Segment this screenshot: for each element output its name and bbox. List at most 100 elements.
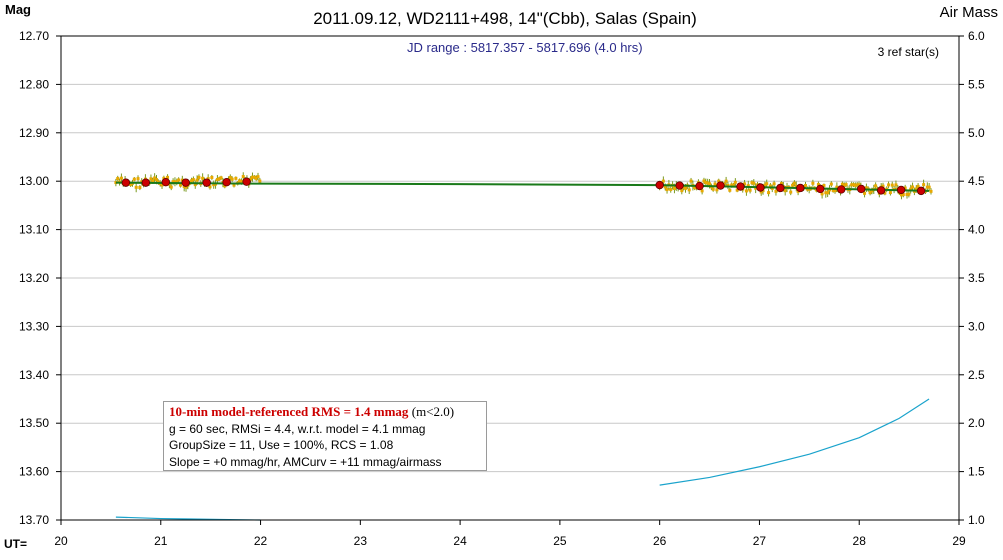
binned-point — [796, 183, 805, 193]
measurement-point — [215, 178, 219, 182]
axis-layer: 12.70 6.0 12.80 5.5 12.90 5.0 13.00 4.5 13.10 4.0… — [19, 29, 985, 548]
stats-line-3: GroupSize = 11, Use = 100%, RCS = 1.08 — [169, 438, 394, 452]
measurement-point — [232, 183, 236, 187]
measurement-point — [763, 183, 767, 187]
binned-point — [141, 178, 151, 187]
x-tick-label: 27 — [753, 534, 767, 548]
grid-layer — [61, 83, 959, 473]
measurement-point — [929, 189, 933, 193]
binned-point — [896, 185, 906, 195]
y-tick-label-left: 13.40 — [19, 368, 49, 382]
measurement-point — [735, 188, 739, 192]
binned-point — [202, 178, 211, 187]
measurement-point — [230, 177, 234, 181]
y-tick-label-left: 13.00 — [19, 174, 49, 188]
measurement-point — [791, 183, 795, 187]
measurement-point — [905, 193, 909, 197]
y-tick-label-right: 1.5 — [968, 465, 985, 479]
y-axis-left-label: Mag — [5, 2, 31, 17]
binned-point — [716, 181, 725, 190]
y-tick-label-left: 13.70 — [19, 513, 49, 527]
measurement-point — [732, 183, 736, 187]
measurement-point — [684, 186, 688, 190]
measurement-point — [772, 182, 776, 186]
measurement-point — [682, 185, 686, 189]
measurement-point — [234, 176, 238, 180]
x-tick-label: 24 — [453, 534, 467, 548]
measurement-point — [711, 187, 715, 191]
binned-point — [916, 186, 926, 196]
measurement-point — [899, 193, 903, 197]
measurement-point — [901, 193, 905, 197]
x-tick-label: 23 — [354, 534, 368, 548]
measurement-point — [173, 180, 177, 184]
binned-point — [181, 178, 190, 187]
y-tick-label-left: 12.90 — [19, 126, 49, 140]
y-tick-label-right: 4.5 — [968, 174, 985, 188]
measurement-point — [184, 185, 188, 189]
measurement-point — [827, 188, 831, 192]
measurement-point — [689, 179, 693, 183]
measurement-point — [206, 177, 210, 181]
x-tick-label: 22 — [254, 534, 268, 548]
measurement-point — [190, 179, 194, 183]
measurement-point — [743, 182, 747, 186]
measurement-point — [822, 183, 826, 187]
measurement-point — [807, 187, 811, 191]
measurement-point — [239, 180, 243, 184]
x-tick-label: 26 — [653, 534, 667, 548]
measurement-point — [826, 191, 830, 195]
y-tick-label-left: 13.20 — [19, 271, 49, 285]
measurement-point — [881, 184, 885, 188]
measurement-point — [746, 184, 750, 188]
binned-point — [242, 177, 251, 186]
series-layer — [114, 172, 933, 521]
measurement-point — [162, 176, 166, 180]
measurement-point — [663, 185, 667, 189]
measurement-point — [850, 183, 854, 187]
measurement-point — [197, 175, 201, 179]
jd-range-annotation: JD range : 5817.357 - 5817.696 (4.0 hrs) — [407, 40, 643, 55]
measurement-point — [783, 189, 787, 193]
binned-point — [756, 183, 765, 192]
stats-line-2: g = 60 sec, RMSi = 4.4, w.r.t. model = 4… — [169, 421, 426, 436]
measurement-point — [138, 186, 142, 190]
measurement-point — [894, 183, 898, 187]
air-mass-curve — [659, 398, 930, 486]
rms-condition-text: (m<2.0) — [411, 404, 455, 419]
measurement-point — [724, 179, 728, 183]
measurement-point — [169, 185, 173, 189]
measurement-point — [835, 185, 839, 189]
measurement-point — [665, 188, 669, 192]
measurement-point — [249, 177, 253, 181]
measurement-point — [833, 189, 837, 193]
measurement-point — [789, 190, 793, 194]
binned-point — [655, 180, 664, 190]
y-tick-label-right: 2.0 — [968, 416, 985, 430]
plot-frame — [60, 35, 960, 521]
measurement-point — [715, 188, 719, 192]
measurement-point — [219, 176, 223, 180]
x-tick-label: 21 — [154, 534, 168, 548]
measurement-point — [750, 181, 754, 185]
measurement-point — [193, 183, 197, 187]
measurement-point — [708, 182, 712, 186]
x-axis-label: UT= — [4, 537, 27, 551]
measurement-point — [870, 189, 874, 193]
measurement-point — [811, 181, 815, 185]
measurement-point — [857, 183, 861, 187]
y-tick-label-left: 13.50 — [19, 416, 49, 430]
measurement-point — [752, 181, 756, 185]
binned-point — [776, 183, 785, 193]
measurement-point — [779, 182, 783, 186]
measurement-point — [149, 177, 153, 181]
measurement-point — [916, 184, 920, 188]
measurement-point — [706, 181, 710, 185]
measurement-point — [256, 175, 260, 179]
measurement-point — [831, 188, 835, 192]
measurement-point — [129, 182, 133, 186]
measurement-point — [927, 185, 931, 189]
measurement-point — [816, 182, 820, 186]
measurement-point — [693, 186, 697, 190]
model-fit-line — [115, 181, 930, 192]
